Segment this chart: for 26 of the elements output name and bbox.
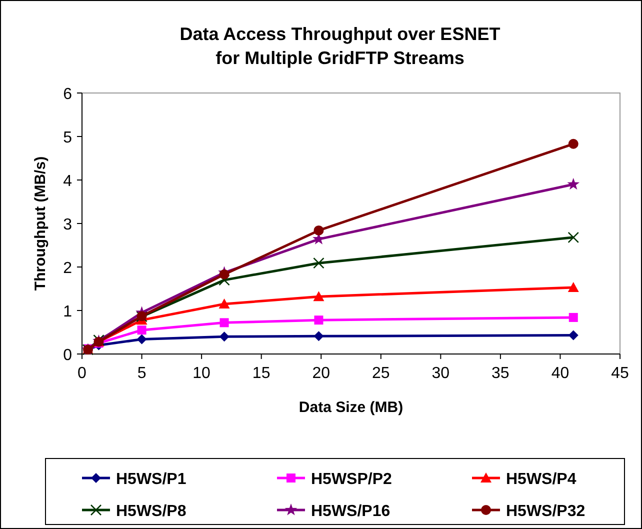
y-tick-label: 6	[63, 86, 72, 103]
x-tick-label: 35	[492, 365, 510, 382]
x-tick-label: 40	[551, 365, 570, 382]
legend-label: H5WS/P32	[506, 503, 586, 520]
y-axis-title: Throughput (MB/s)	[32, 156, 49, 291]
x-tick-label: 0	[78, 365, 87, 382]
x-tick-label: 5	[137, 365, 146, 382]
chart-title: Data Access Throughput over ESNET for Multiple GridFTP Streams	[180, 24, 500, 68]
x-tick-label: 15	[252, 365, 270, 382]
x-tick-label: 30	[432, 365, 450, 382]
legend-label: H5WS/P1	[116, 471, 186, 488]
y-tick-label: 5	[63, 130, 72, 146]
y-tick-label: 4	[63, 173, 72, 190]
x-axis-title: Data Size (MB)	[298, 399, 404, 416]
legend-label: H5WSP/P2	[311, 471, 392, 488]
x-tick-label: 45	[611, 365, 629, 382]
legend-label: H5WS/P4	[506, 471, 576, 488]
x-tick-label: 25	[372, 365, 390, 382]
y-tick-label: 0	[63, 347, 72, 364]
y-tick-label: 3	[63, 216, 72, 234]
legend-label: H5WS/P16	[311, 503, 390, 520]
legend-label: H5WS/P8	[116, 503, 186, 520]
x-tick-label: 20	[312, 365, 330, 382]
x-tick-label: 10	[192, 365, 211, 382]
y-tick-label: 1	[63, 304, 72, 320]
y-tick-label: 2	[63, 260, 72, 277]
